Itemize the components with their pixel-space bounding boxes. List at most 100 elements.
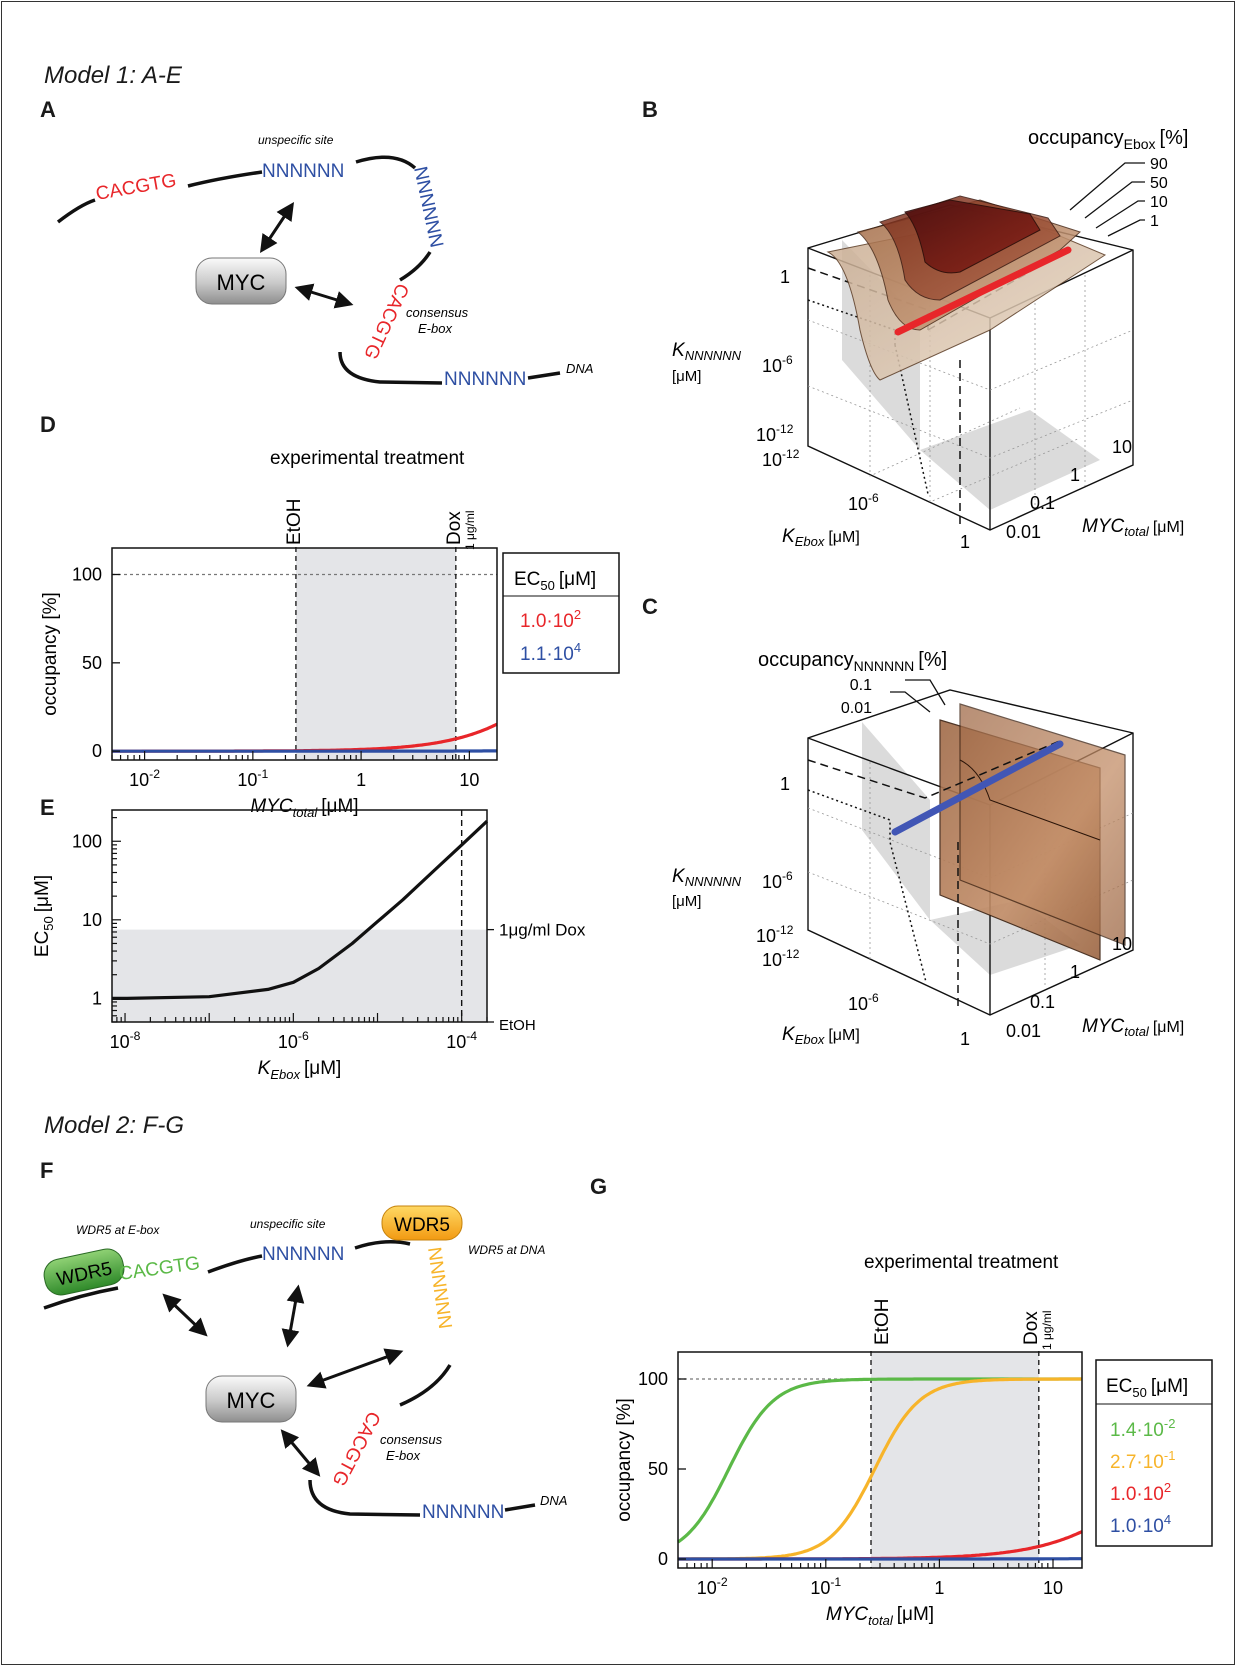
- x-tick-label: 10-8: [110, 1029, 141, 1052]
- ec50-table-g: [1095, 1359, 1213, 1547]
- wdr5-at-ebox-label: WDR5 at E-box: [76, 1223, 160, 1237]
- ec50-value-red: 1.0·102: [520, 607, 581, 632]
- data-tube: [894, 246, 1072, 336]
- ec50-value-blue: 1.1·104: [520, 640, 581, 665]
- ec50-value-green: 1.4·10-2: [1110, 1416, 1175, 1441]
- z-axis-label: KNNNNNN: [672, 866, 742, 889]
- legend-level: 1: [1150, 213, 1159, 230]
- y-axis-label: occupancy [%]: [614, 1398, 635, 1522]
- y-axis-label: MYCtotal [μM]: [1082, 1016, 1184, 1039]
- dna-strand: [354, 1240, 411, 1250]
- x-axis-label: KEbox [μM]: [782, 526, 860, 549]
- wdr5-dna-label: WDR5: [394, 1215, 450, 1236]
- legend-level: 10: [1150, 194, 1168, 211]
- x-tick-label: 10: [1043, 1578, 1063, 1598]
- surface-edge: [959, 759, 1101, 841]
- legend-leader: [1095, 200, 1145, 229]
- x-tick-label: 1: [934, 1578, 944, 1598]
- binding-arrow: [306, 1348, 404, 1389]
- panel-label-a: A: [40, 97, 56, 122]
- dox-level-label: 1μg/ml Dox: [499, 921, 586, 940]
- legend-leader: [1084, 181, 1145, 219]
- chart-e-plot: 10-8 10-6 10-4 1 10 100 1μg/ml Dox EtOH KEbox [μM…: [32, 809, 586, 1082]
- model1-title: Model 1: A-E: [44, 62, 182, 89]
- y-axis-label: occupancy [%]: [40, 592, 61, 716]
- treatment-shading: [862, 722, 930, 920]
- dna-strand: [504, 1503, 536, 1512]
- x-tick-label: 10-6: [278, 1029, 309, 1052]
- treatment-dox-concentration: 1 μg/ml: [463, 510, 477, 550]
- legend-leader: [905, 679, 946, 706]
- z-tick: 10-6: [762, 869, 793, 892]
- dotted-guide: [807, 299, 896, 345]
- legend-level: 0.01: [841, 700, 872, 717]
- dna-strand: [207, 1254, 263, 1274]
- ec50-table-d: [502, 552, 620, 674]
- ebox-label: E-box: [386, 1448, 420, 1463]
- legend-title: occupancyEbox [%]: [1028, 127, 1188, 152]
- occupancy-surface-0-01: [959, 703, 1126, 946]
- x-tick-label: 10-2: [129, 767, 160, 790]
- y-tick: 10: [1112, 934, 1132, 954]
- dna-strand: [527, 371, 561, 380]
- y-tick-label: 1: [92, 988, 102, 1008]
- grid-line: [807, 385, 1134, 459]
- myc-label: MYC: [217, 270, 266, 295]
- y-tick: 0.1: [1030, 493, 1055, 513]
- dna-strand: [43, 1286, 119, 1310]
- unspecific-sequence: NNNNNN: [262, 161, 344, 182]
- treatment-dox-label: Dox: [444, 511, 465, 545]
- z-axis-unit: [μM]: [672, 893, 701, 910]
- x-tick: 1: [960, 1029, 970, 1049]
- dashed-guide: [807, 739, 1063, 799]
- y-tick-label: 100: [72, 565, 102, 585]
- y-axis-label: EC50[μM]: [32, 875, 56, 957]
- z-tick: 1: [780, 774, 790, 794]
- x-tick: 10-12: [762, 947, 800, 970]
- dna-strand: [399, 1364, 452, 1407]
- x-tick: 10-12: [762, 447, 800, 470]
- z-tick: 1: [780, 267, 790, 287]
- z-axis-unit: [μM]: [672, 368, 701, 385]
- y-tick: 0.01: [1006, 522, 1041, 542]
- binding-arrow: [280, 1429, 321, 1477]
- panel-label-b: B: [642, 97, 658, 122]
- x-tick-label: 10: [459, 770, 479, 790]
- dna-strand: [187, 170, 263, 188]
- z-tick: 10-12: [756, 923, 794, 946]
- y-tick-label: 100: [72, 831, 102, 851]
- consensus-label: consensus: [380, 1432, 443, 1447]
- treatment-shading: [112, 929, 487, 1022]
- legend-level: 0.1: [850, 677, 872, 694]
- dna-strand: [355, 155, 417, 170]
- occupancy-surface-90: [904, 199, 1041, 274]
- y-tick-label: 0: [92, 741, 102, 761]
- binding-arrow: [281, 1284, 305, 1348]
- y-tick-label: 0: [658, 1549, 668, 1569]
- dotted-guide: [807, 789, 927, 983]
- legend-level: 90: [1150, 156, 1168, 173]
- legend-leader: [1107, 219, 1145, 237]
- axis-box: [807, 689, 1134, 1016]
- wdr5-ebox-protein: [43, 1248, 125, 1296]
- dna-sequence: NNNNNN: [444, 369, 526, 390]
- model2-title: Model 2: F-G: [44, 1112, 185, 1139]
- ec50-value-red: 1.0·102: [1110, 1480, 1171, 1505]
- treatment-dox-concentration: 1 μg/ml: [1040, 1310, 1054, 1350]
- x-tick: 10-6: [848, 491, 879, 514]
- x-tick-label: 10-2: [697, 1575, 728, 1598]
- treatment-etoh-label: EtOH: [284, 499, 305, 545]
- treatment-shading: [295, 548, 456, 760]
- treatment-dox-label: Dox: [1021, 1311, 1042, 1345]
- dna-strand: [338, 351, 443, 385]
- dna-strand: [399, 251, 432, 282]
- binding-arrow: [162, 1293, 208, 1337]
